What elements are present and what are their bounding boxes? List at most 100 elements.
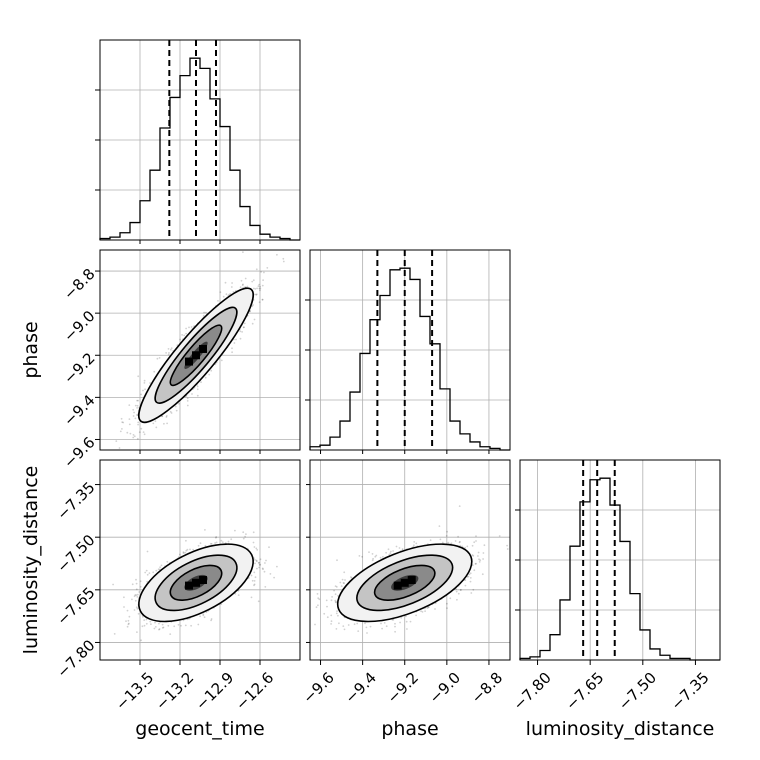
scatter-point xyxy=(145,622,148,625)
scatter-point xyxy=(231,347,233,350)
scatter-point xyxy=(133,435,136,438)
scatter-point xyxy=(136,414,139,416)
density-peak-cell xyxy=(185,357,193,366)
scatter-point xyxy=(256,549,259,551)
scatter-point xyxy=(165,415,168,417)
scatter-point xyxy=(235,338,237,341)
scatter-point xyxy=(126,609,129,612)
scatter-point xyxy=(203,311,206,314)
scatter-point xyxy=(186,404,189,407)
scatter-point xyxy=(205,311,207,314)
scatter-point xyxy=(143,624,146,627)
scatter-point xyxy=(135,588,138,591)
scatter-point xyxy=(254,293,256,296)
scatter-point xyxy=(119,430,122,433)
scatter-point xyxy=(167,353,170,356)
scatter-point xyxy=(229,292,232,295)
scatter-point xyxy=(145,569,148,572)
scatter-point xyxy=(153,370,156,373)
scatter-point xyxy=(152,422,155,425)
scatter-point xyxy=(282,257,285,260)
scatter-point xyxy=(260,271,262,273)
scatter-point xyxy=(250,574,253,577)
scatter-point xyxy=(183,334,186,337)
scatter-point xyxy=(170,347,173,349)
plot-border xyxy=(519,459,721,661)
scatter-point xyxy=(258,566,260,569)
scatter-point xyxy=(203,616,206,619)
scatter-point xyxy=(135,578,137,581)
histogram-step-luminosity_distance xyxy=(519,477,720,661)
scatter-point xyxy=(210,619,213,622)
histogram-geocent_time xyxy=(95,39,301,241)
scatter-point xyxy=(122,421,125,424)
scatter-point xyxy=(243,326,245,329)
density-peak-cell xyxy=(199,344,207,353)
scatter-point xyxy=(240,279,243,282)
scatter-point xyxy=(169,410,172,413)
scatter-point xyxy=(146,573,149,576)
scatter-point xyxy=(217,300,219,302)
scatter-point xyxy=(150,623,152,626)
scatter-point xyxy=(115,440,118,442)
scatter-point xyxy=(233,342,236,344)
scatter-point xyxy=(200,381,202,384)
scatter-point xyxy=(136,631,138,633)
scatter-point xyxy=(210,543,213,545)
scatter-point xyxy=(161,623,164,626)
scatter-point xyxy=(219,291,222,294)
scatter-point xyxy=(242,251,244,254)
scatter-point xyxy=(258,283,261,286)
scatter-point xyxy=(196,388,199,391)
scatter-point xyxy=(250,596,253,599)
scatter-point xyxy=(266,267,269,269)
scatter-point xyxy=(154,621,156,624)
scatter-point xyxy=(175,409,178,412)
scatter-point xyxy=(265,559,267,562)
scatter-point xyxy=(157,568,160,571)
scatter-point xyxy=(143,382,146,384)
scatter-point xyxy=(231,282,234,284)
scatter-point xyxy=(174,405,177,408)
contour-geocent_time-vs-phase xyxy=(99,249,301,451)
scatter-point xyxy=(244,535,247,538)
scatter-point xyxy=(133,411,136,414)
scatter-point xyxy=(148,572,151,574)
scatter-point xyxy=(136,399,139,402)
scatter-point xyxy=(123,596,125,599)
scatter-point xyxy=(204,529,206,531)
scatter-point xyxy=(252,541,255,544)
scatter-point xyxy=(241,331,244,333)
plot-border xyxy=(309,249,511,451)
scatter-point xyxy=(258,301,261,304)
scatter-point xyxy=(231,351,234,354)
scatter-point xyxy=(241,284,244,286)
scatter-point xyxy=(121,428,123,430)
scatter-point xyxy=(131,583,134,586)
scatter-point xyxy=(131,598,133,601)
scatter-point xyxy=(197,623,200,626)
scatter-point xyxy=(166,560,169,563)
scatter-point xyxy=(178,553,181,556)
scatter-point xyxy=(190,326,193,328)
scatter-point xyxy=(136,404,139,407)
scatter-point xyxy=(225,293,228,296)
scatter-point xyxy=(128,418,131,420)
scatter-point xyxy=(155,569,158,572)
scatter-point xyxy=(170,412,173,414)
scatter-point xyxy=(254,576,257,579)
scatter-point xyxy=(256,567,258,570)
scatter-point xyxy=(132,436,135,439)
scatter-point xyxy=(252,279,255,282)
scatter-point xyxy=(180,624,182,627)
scatter-point xyxy=(161,627,164,629)
histogram-phase xyxy=(305,249,511,451)
scatter-point xyxy=(242,326,245,329)
scatter-point xyxy=(192,548,195,551)
scatter-point xyxy=(214,542,217,544)
scatter-point xyxy=(208,373,211,376)
scatter-point xyxy=(121,421,124,423)
scatter-point xyxy=(132,434,135,436)
scatter-point xyxy=(253,583,256,586)
scatter-point xyxy=(261,567,264,570)
